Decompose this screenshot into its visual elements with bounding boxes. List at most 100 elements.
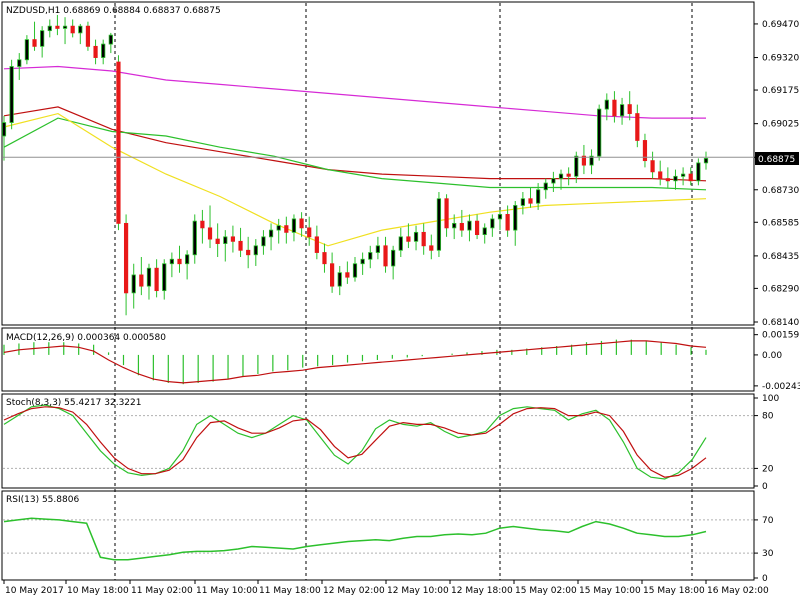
time-tick-label: 11 May 10:00 [196,586,258,596]
candle-body [642,140,648,162]
time-tick-label: 10 May 2017 [5,586,64,596]
candle-body [40,30,45,47]
time-axis: 10 May 2017 10 May 18:00 11 May 02:00 11 Ma… [3,580,769,596]
price-tick-label: 0.68435 [762,252,799,262]
macd-tick-label: 0.00159 [762,331,799,341]
candle-body [223,236,228,244]
candle-body [253,245,258,256]
candle-body [177,258,182,265]
candle-body [505,214,510,231]
candle-body [421,231,426,247]
candle-body [688,173,693,182]
stoch-pane [1,393,755,489]
candle-body [192,220,197,256]
candle-body [154,267,159,292]
time-tick-label: 15 May 02:00 [515,586,577,596]
rsi-line [3,517,707,561]
candle-body [47,25,52,32]
rsi-title: RSI(13) 55.8806 [6,495,79,505]
candle-body [62,25,68,29]
candle-body [444,198,449,229]
candle-body [612,99,617,117]
candle-body [597,108,602,157]
candle-body [398,236,403,251]
rsi-indicator: 70 30 0 [3,516,774,584]
candle-body [299,218,304,229]
candle-body [520,198,525,206]
candle-body [391,249,396,267]
price-chart-title: NZDUSD,H1 0.68869 0.68884 0.68837 0.6887… [6,6,221,16]
candle-body [551,178,556,184]
price-tick-label: 0.69175 [762,86,799,96]
stoch-tick-label: 0 [762,482,768,492]
candle-body [337,272,342,287]
rsi-tick-label: 0 [762,574,768,584]
candle-body [78,25,83,34]
candle-body [261,236,266,247]
candle-body [200,220,205,229]
price-tick-label: 0.68585 [762,218,799,228]
candle-body [360,258,365,265]
candle-body [604,99,609,110]
candle-body [589,155,594,166]
candle-body [185,254,190,265]
candle-body [85,25,91,47]
macd-indicator: 0.00159 0.00 -0.002433 [3,331,800,392]
candle-body [70,25,75,34]
candle-body [276,225,281,231]
candle-body [635,113,640,141]
moving-average-line [3,117,707,191]
price-tick-label: 0.69320 [762,54,799,64]
candle-body [291,218,297,233]
stoch-tick-label: 80 [762,412,774,422]
candle-body [17,59,22,67]
candle-body [368,252,373,260]
stoch-line [3,406,707,478]
time-tick-label: 10 May 18:00 [67,586,129,596]
candle-body [307,227,312,238]
candle-body [558,173,564,179]
stoch-line [3,404,707,480]
candle-body [123,222,129,294]
time-tick-label: 11 May 18:00 [259,586,321,596]
stoch-title: Stoch(8,3,3) 55.4217 32.3221 [6,398,141,408]
candle-body [322,252,327,265]
candle-body [406,236,411,242]
time-tick-label: 12 May 10:00 [387,586,449,596]
candle-body [459,222,464,231]
candle-body [24,39,29,61]
price-tick-label: 0.69025 [762,120,799,130]
candle-body [627,104,632,114]
rsi-tick-label: 70 [762,516,774,526]
moving-averages [3,65,707,247]
price-pane [1,1,755,326]
moving-average-line [3,112,707,247]
candle-body [246,249,251,256]
price-tick-label: 0.69470 [762,20,799,30]
time-tick-label: 15 May 18:00 [643,586,705,596]
candle-body [513,205,518,231]
time-tick-label: 12 May 02:00 [323,586,385,596]
candle-body [413,231,419,242]
candle-body [566,173,571,177]
candle-body [268,229,274,238]
rsi-tick-label: 30 [762,549,774,559]
candle-body [139,274,144,287]
macd-pane [1,327,755,392]
macd-signal-line [3,340,707,384]
candle-body [581,155,587,166]
candle-body [101,43,106,58]
moving-average-line [3,106,707,182]
candle-body [673,175,678,182]
candle-body [215,238,220,244]
candle-body [467,220,472,231]
candle-body [543,182,548,191]
candle-body [32,39,37,47]
price-tick-label: 0.68290 [762,284,799,294]
candle-body [490,218,495,229]
candle-body [665,178,670,182]
rsi-pane [1,490,755,581]
candle-body [574,155,579,177]
candle-body [131,274,136,294]
